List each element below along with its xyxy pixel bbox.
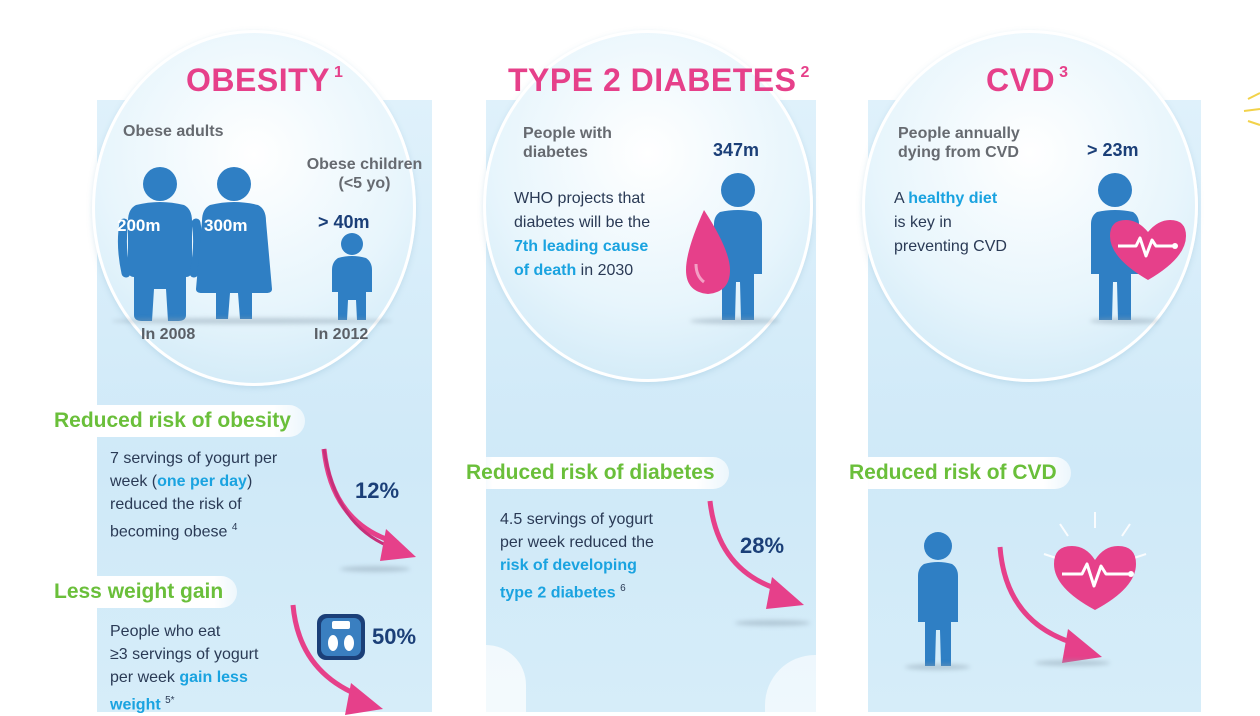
diabetes-reduced-percent: 28% bbox=[740, 533, 785, 558]
decrease-arrow-icon bbox=[321, 448, 416, 561]
ground-shadow bbox=[340, 566, 410, 572]
reduced-risk-obesity-text: 7 servings of yogurt per week (one per d… bbox=[110, 450, 278, 541]
reduced-risk-obesity-heading: Reduced risk of obesity bbox=[48, 405, 305, 437]
reduced-risk-diabetes-heading: Reduced risk of diabetes bbox=[460, 457, 729, 489]
person-icon bbox=[918, 532, 958, 666]
obesity-title: OBESITY 1 bbox=[186, 62, 344, 98]
ground-shadow bbox=[690, 318, 780, 324]
cvd-people-value: > 23m bbox=[1087, 140, 1139, 160]
cvd-circle bbox=[862, 30, 1198, 382]
obese-adults-value-2: 300m bbox=[204, 216, 248, 235]
weight-gain-percent: 50% bbox=[372, 624, 417, 649]
obese-adults-label: Obese adults bbox=[123, 123, 224, 140]
diabetes-circle bbox=[483, 30, 813, 382]
decrease-arrow-icon bbox=[290, 604, 383, 715]
less-weight-gain-heading: Less weight gain bbox=[48, 576, 238, 608]
less-weight-gain-text: People who eat ≥3 servings of yogurt per… bbox=[110, 623, 259, 714]
children-year: In 2012 bbox=[314, 326, 369, 343]
decrease-arrow-icon bbox=[707, 500, 804, 609]
sun-burst-icon bbox=[1243, 92, 1260, 126]
obesity-reduced-percent: 12% bbox=[355, 478, 400, 503]
cvd-title: CVD 3 bbox=[986, 62, 1069, 98]
healthy-diet-text: A healthy diet is key in preventing CVD bbox=[894, 190, 1007, 255]
people-with-diabetes-label: People with diabetes bbox=[523, 125, 612, 161]
obese-children-label: Obese children (<5 yo) bbox=[306, 156, 423, 192]
diabetes-title: TYPE 2 DIABETES 2 bbox=[508, 62, 810, 98]
obese-man-icon bbox=[117, 167, 203, 321]
ground-shadow bbox=[735, 620, 810, 626]
person-with-heart-icon bbox=[1091, 173, 1186, 320]
obese-woman-icon bbox=[196, 167, 272, 319]
heartbeat-heart-icon bbox=[1043, 512, 1147, 610]
reduced-risk-diabetes-text: 4.5 servings of yogurt per week reduced … bbox=[500, 511, 654, 602]
who-projection-text: WHO projects that diabetes will be the 7… bbox=[514, 190, 651, 279]
obese-children-value: > 40m bbox=[318, 212, 370, 232]
weighing-scale-icon bbox=[317, 614, 365, 660]
person-with-drop-icon bbox=[686, 173, 762, 320]
obese-adults-value-1: 200m bbox=[117, 216, 161, 235]
ground-shadow bbox=[112, 318, 392, 324]
adults-year: In 2008 bbox=[141, 326, 196, 343]
reduced-risk-cvd-heading: Reduced risk of CVD bbox=[843, 457, 1071, 489]
obese-child-icon bbox=[332, 233, 372, 320]
diabetes-people-value: 347m bbox=[713, 140, 760, 160]
people-dying-cvd-label: People annually dying from CVD bbox=[898, 125, 1020, 161]
ground-shadow bbox=[1035, 660, 1110, 666]
decrease-arrow-icon bbox=[997, 546, 1102, 663]
ground-shadow bbox=[905, 664, 970, 670]
ground-shadow bbox=[1090, 318, 1160, 324]
